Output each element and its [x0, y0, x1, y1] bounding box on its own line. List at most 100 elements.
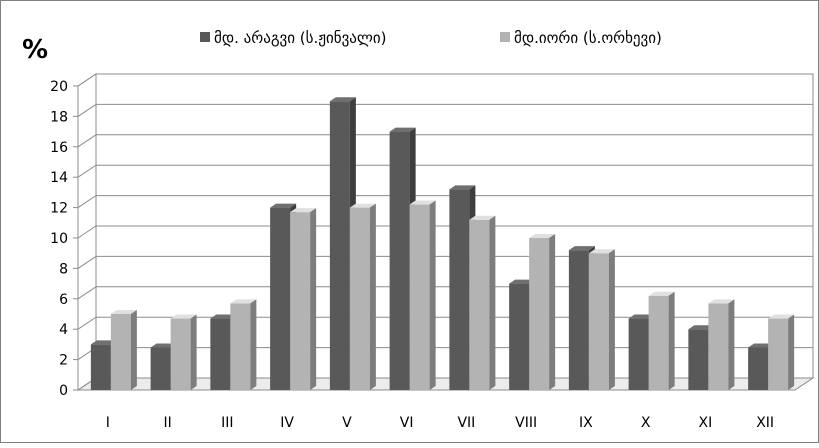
bar-top: [230, 299, 257, 304]
bar-front: [628, 318, 649, 390]
bar-side: [429, 200, 436, 390]
bar-side: [190, 314, 197, 390]
legend-item: მდ. არაგვი (ს.ჟინვალი): [200, 29, 386, 47]
x-tick-label: XI: [699, 415, 713, 431]
bar-side: [369, 203, 376, 390]
bar: [768, 314, 795, 390]
bar: [170, 314, 197, 390]
bar-front: [449, 189, 470, 390]
x-tick-label: VI: [400, 415, 414, 431]
bar-front: [708, 303, 729, 390]
bar-side: [310, 208, 317, 390]
y-axis-ticks: 0 2 4 6 8 10 12 14 16 18 20: [50, 79, 79, 399]
y-tick-label: 4: [59, 322, 68, 338]
legend-swatch: [500, 32, 510, 42]
x-axis-ticks: I II III IV V VI VII VIII IX X XI XII: [106, 415, 774, 431]
y-tick-label: 20: [50, 79, 68, 95]
x-tick-label: IX: [579, 415, 593, 431]
bar: [349, 203, 376, 390]
legend-label: მდ. არაგვი (ს.ჟინვალი): [214, 29, 386, 47]
bar-top: [449, 185, 476, 190]
y-tick-label: 10: [50, 231, 68, 247]
bar-top: [708, 299, 735, 304]
bar-front: [409, 204, 430, 390]
bar-top: [110, 310, 137, 314]
bar-top: [529, 234, 556, 238]
bar-top: [688, 325, 715, 330]
bar-front: [150, 347, 171, 390]
bar-front: [588, 253, 609, 390]
bar-side: [549, 234, 556, 390]
bars: [90, 97, 795, 390]
bar-front: [110, 314, 131, 390]
bar-top: [290, 208, 317, 213]
bar-front: [210, 318, 231, 390]
bar: [290, 208, 317, 390]
y-tick-label: 8: [59, 261, 68, 277]
bar-side: [788, 314, 795, 390]
bar-top: [90, 340, 117, 345]
bar-front: [768, 318, 789, 390]
bar-top: [509, 279, 536, 284]
bar: [588, 249, 615, 390]
bar-side: [130, 310, 137, 390]
bar-top: [389, 127, 416, 132]
bar-top: [329, 97, 356, 102]
y-tick-label: 14: [50, 170, 68, 186]
x-tick-label: III: [221, 415, 233, 431]
legend-swatch: [200, 32, 210, 42]
bar-top: [648, 291, 675, 296]
gridline: [77, 164, 813, 178]
bar-top: [150, 343, 177, 348]
y-tick-label: 0: [59, 383, 68, 399]
bar-side: [608, 249, 615, 390]
bar-side: [668, 291, 675, 390]
bar-front: [748, 347, 769, 390]
gridline: [77, 134, 813, 148]
x-tick-label: VII: [457, 415, 475, 431]
gridline: [77, 73, 813, 87]
y-tick-label: 6: [59, 292, 68, 308]
legend-label: მდ.იორი (ს.ორხევი): [514, 29, 662, 47]
bar-front: [469, 219, 490, 390]
bar-top: [210, 314, 237, 319]
legend: მდ. არაგვი (ს.ჟინვალი) მდ.იორი (ს.ორხევი): [200, 29, 662, 47]
bar-top: [270, 203, 297, 208]
x-tick-label: I: [106, 415, 110, 431]
bar-top: [349, 203, 376, 208]
gridline: [77, 195, 813, 209]
bar-top: [409, 200, 436, 205]
bar: [529, 234, 556, 390]
bar-top: [628, 314, 655, 319]
bar-side: [489, 215, 496, 390]
y-tick-label: 18: [50, 109, 68, 125]
bar-front: [648, 295, 669, 390]
x-tick-label: X: [641, 415, 651, 431]
bar-front: [90, 344, 111, 390]
bar-front: [529, 238, 550, 390]
bar-top: [768, 314, 795, 319]
bar-front: [230, 303, 251, 390]
bar: [230, 299, 257, 390]
bar-front: [290, 212, 311, 390]
bar-front: [170, 318, 191, 390]
bar: [409, 200, 436, 390]
y-tick-label: 12: [50, 201, 68, 217]
bar-top: [469, 215, 496, 220]
bar: [648, 291, 675, 390]
bar-front: [389, 131, 410, 390]
y-tick-label: 16: [50, 140, 68, 156]
gridline: [77, 103, 813, 117]
gridline: [77, 225, 813, 239]
x-tick-label: XII: [756, 415, 774, 431]
x-tick-label: II: [163, 415, 171, 431]
bar-top: [568, 246, 595, 251]
bar-front: [509, 283, 530, 390]
x-tick-label: V: [342, 415, 352, 431]
legend-item: მდ.იორი (ს.ორხევი): [500, 29, 662, 47]
bar-front: [270, 207, 291, 390]
bar-top: [170, 314, 197, 319]
bar-side: [728, 299, 735, 390]
bar: [469, 215, 496, 390]
